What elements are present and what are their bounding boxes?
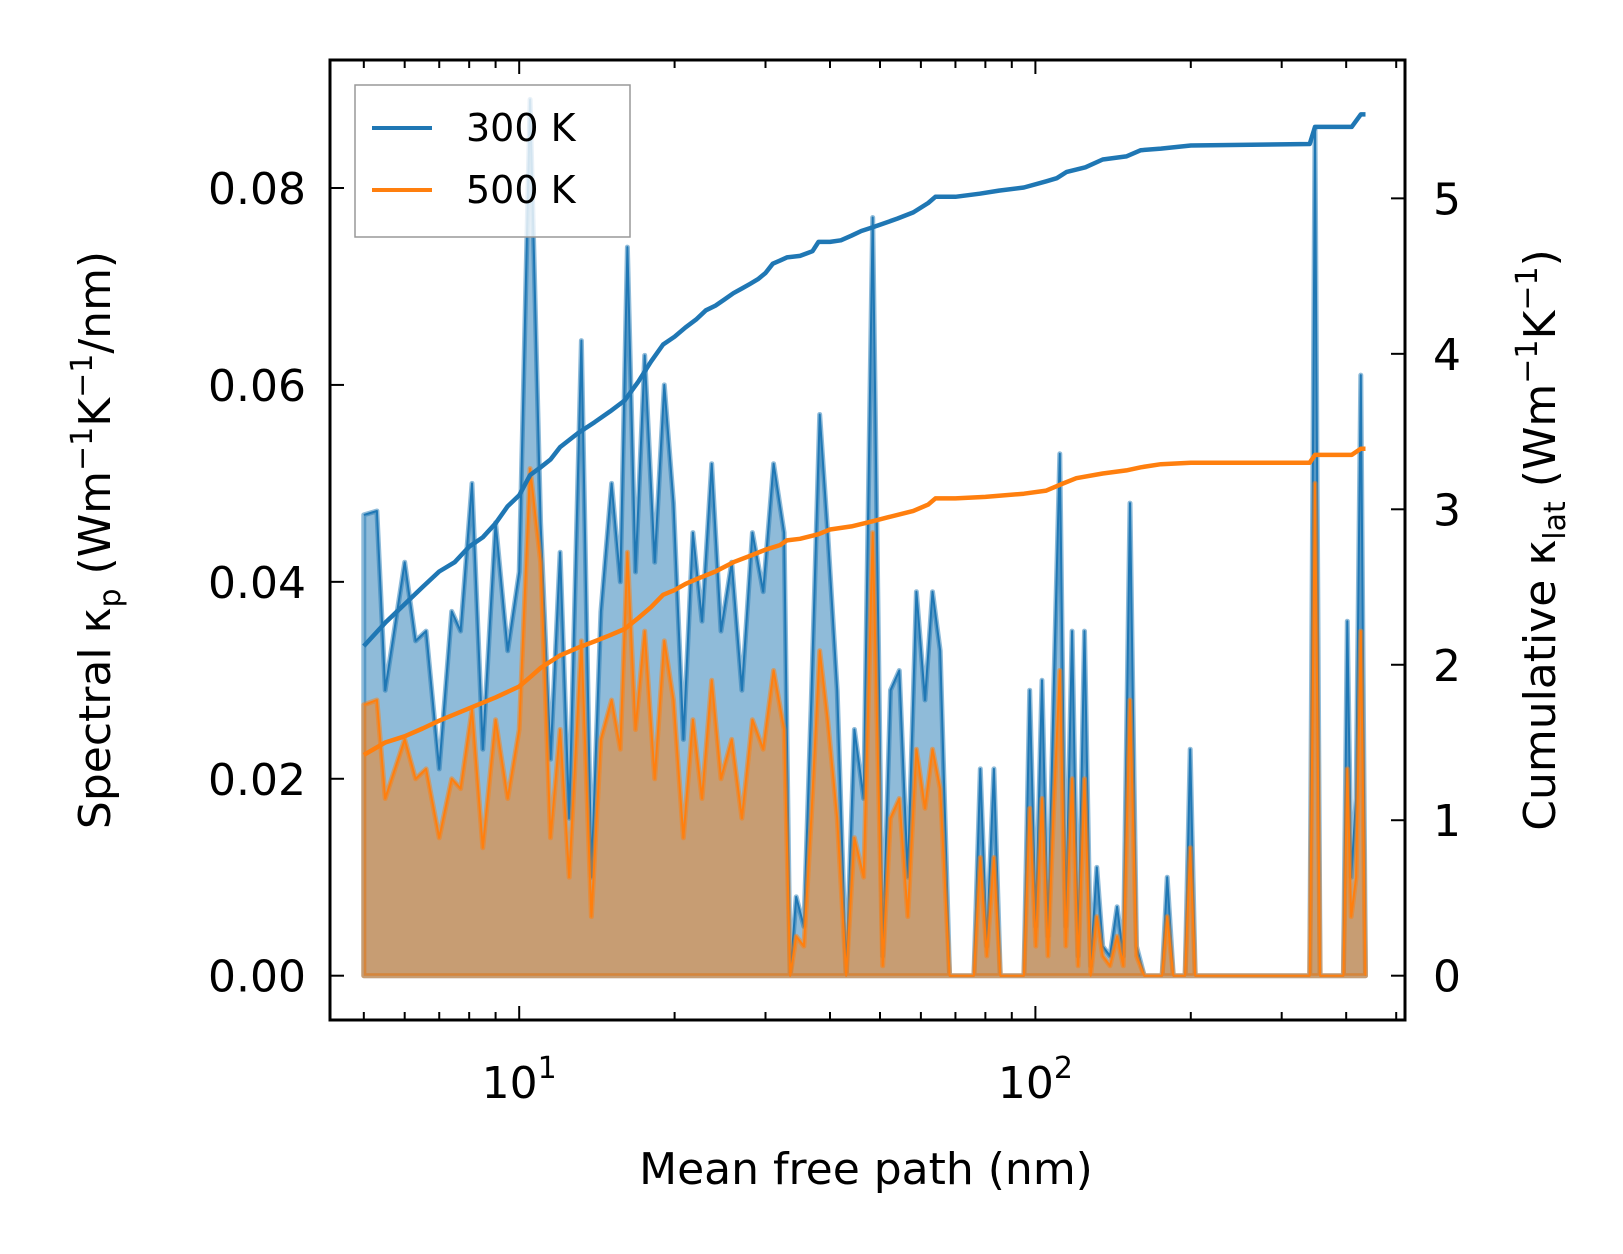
- legend-label-500k: 500 K: [466, 168, 577, 212]
- y-left-tick-label: 0.04: [208, 558, 306, 609]
- x-tick-label: 101: [482, 1051, 557, 1109]
- y-left-tick-label: 0.06: [208, 361, 306, 412]
- plot-frame: [328, 58, 1407, 1022]
- y-right-tick-label: 3: [1433, 485, 1461, 536]
- cumulative-line-1: [362, 446, 1366, 757]
- legend-box: [354, 84, 631, 238]
- y-left-tick-label: 0.00: [208, 952, 306, 1003]
- spectral-line-1: [363, 467, 1367, 977]
- y-right-tick-label: 1: [1433, 796, 1461, 847]
- y-right-tick-label: 0: [1433, 952, 1461, 1003]
- x-tick-label: 102: [998, 1051, 1073, 1109]
- cumulative-line-0: [362, 112, 1366, 648]
- legend-label-300k: 300 K: [466, 106, 577, 150]
- y-right-tick-label: 4: [1433, 330, 1461, 381]
- y-left-tick-label: 0.08: [208, 164, 306, 215]
- spectral-fill-areas: [361, 96, 1368, 979]
- y-axis-right-label: Cumulative κlat (Wm−1K−1): [1510, 249, 1573, 831]
- x-axis-label: Mean free path (nm): [639, 1144, 1093, 1195]
- data-lines: [362, 112, 1366, 757]
- y-right-tick-label: 5: [1433, 174, 1461, 225]
- y-right-tick-label: 2: [1433, 641, 1461, 692]
- y-left-tick-label: 0.02: [208, 755, 306, 806]
- legend: 300 K 500 K: [354, 84, 631, 238]
- y-axis-left-label: Spectral κp (Wm−1K−1/nm): [65, 251, 128, 829]
- axis-ticks: 101 102 0.00 0.02 0.04 0.06 0.08 0 1 2 3 4 5: [208, 60, 1461, 1109]
